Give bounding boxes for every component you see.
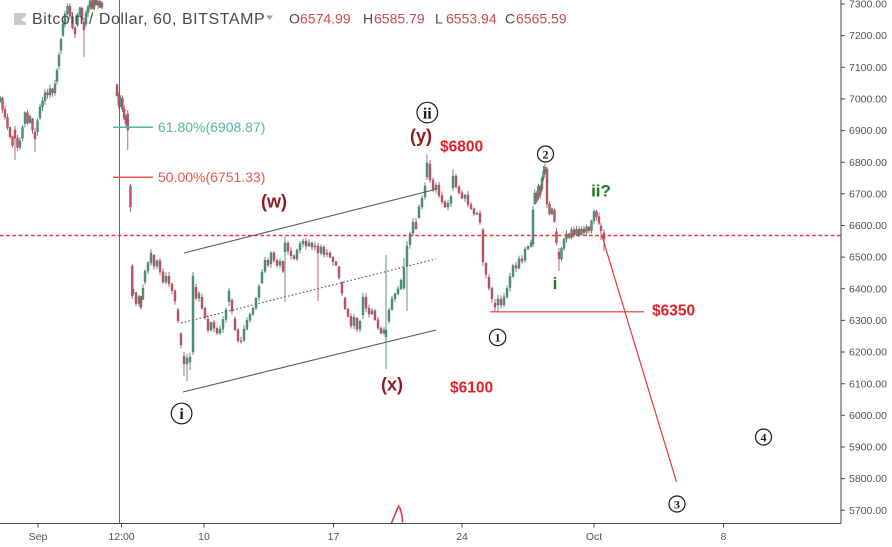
svg-text:6574.99: 6574.99 [300, 11, 351, 27]
svg-text:4: 4 [761, 430, 767, 444]
svg-text:6565.59: 6565.59 [516, 11, 567, 27]
svg-text:2: 2 [543, 147, 549, 161]
svg-text:ii?: ii? [591, 182, 611, 201]
svg-text:61.80%(6908.87): 61.80%(6908.87) [158, 119, 265, 135]
svg-text:6800.00: 6800.00 [849, 157, 887, 169]
svg-text:7000.00: 7000.00 [849, 94, 887, 106]
svg-text:$6100: $6100 [450, 380, 493, 397]
svg-text:24: 24 [456, 531, 468, 543]
svg-text:8: 8 [721, 531, 727, 543]
svg-text:(x): (x) [381, 375, 403, 395]
svg-text:6100.00: 6100.00 [849, 378, 887, 390]
svg-text:3: 3 [674, 497, 680, 511]
svg-text:6600.00: 6600.00 [849, 220, 887, 232]
svg-text:6200.00: 6200.00 [849, 347, 887, 359]
svg-text:6900.00: 6900.00 [849, 125, 887, 137]
svg-text:5900.00: 5900.00 [849, 442, 887, 454]
svg-text:50.00%(6751.33): 50.00%(6751.33) [158, 169, 265, 185]
svg-text:i: i [179, 406, 184, 423]
svg-text:i: i [553, 274, 558, 293]
svg-text:7300.00: 7300.00 [849, 0, 887, 11]
svg-text:7100.00: 7100.00 [849, 62, 887, 74]
svg-text:L: L [435, 11, 443, 27]
svg-text:(w): (w) [261, 192, 287, 212]
svg-text:(y): (y) [410, 126, 432, 146]
svg-text:6500.00: 6500.00 [849, 252, 887, 264]
svg-text:Bitcoin / Dollar, 60, BITSTAMP: Bitcoin / Dollar, 60, BITSTAMP [32, 11, 265, 28]
svg-text:17: 17 [328, 531, 340, 543]
svg-text:C: C [505, 11, 515, 27]
svg-text:7200.00: 7200.00 [849, 30, 887, 42]
svg-text:6700.00: 6700.00 [849, 188, 887, 200]
svg-text:6400.00: 6400.00 [849, 283, 887, 295]
svg-text:6553.94: 6553.94 [446, 11, 497, 27]
svg-text:ii: ii [423, 105, 432, 122]
svg-text:Sep: Sep [29, 531, 48, 543]
svg-text:H: H [363, 11, 373, 27]
svg-text:O: O [289, 11, 300, 27]
svg-text:1: 1 [495, 331, 501, 345]
svg-text:Oct: Oct [586, 531, 602, 543]
svg-text:5700.00: 5700.00 [849, 505, 887, 517]
svg-text:5800.00: 5800.00 [849, 473, 887, 485]
svg-text:$6350: $6350 [652, 303, 695, 320]
svg-text:6300.00: 6300.00 [849, 315, 887, 327]
svg-text:$6800: $6800 [440, 139, 483, 156]
svg-text:6000.00: 6000.00 [849, 410, 887, 422]
svg-text:12:00: 12:00 [108, 531, 134, 543]
svg-text:10: 10 [198, 531, 210, 543]
svg-text:6585.79: 6585.79 [374, 11, 425, 27]
